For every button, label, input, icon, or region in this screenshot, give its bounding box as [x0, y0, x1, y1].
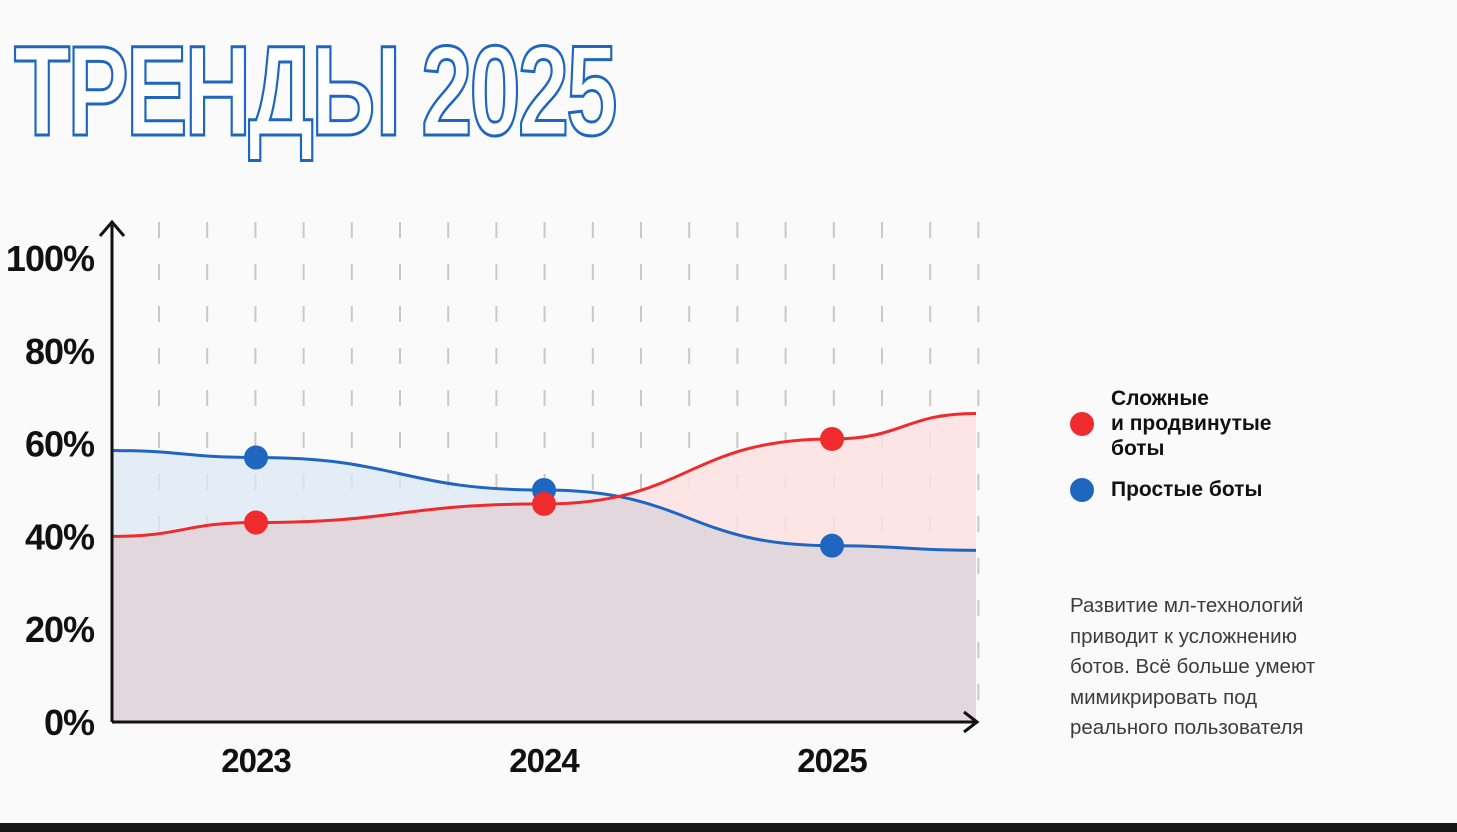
y-tick-label: 60% — [25, 424, 95, 465]
y-tick-label: 40% — [25, 516, 95, 557]
legend-marker-complex-bots — [1070, 411, 1094, 436]
legend-marker-simple-bots — [1070, 477, 1094, 502]
y-tick-label: 100% — [6, 238, 95, 279]
y-tick-label: 80% — [25, 331, 95, 372]
x-tick-label: 2025 — [797, 742, 867, 779]
x-tick-label: 2024 — [509, 742, 580, 779]
complex-bots-point — [820, 426, 844, 451]
legend-label-simple-bots: Простые боты — [1111, 478, 1263, 501]
page-title: ТРЕНДЫ 2025 — [13, 20, 619, 163]
legend-item-complex-bots: Сложные и продвинутые боты — [1070, 386, 1390, 461]
chart-legend: Сложные и продвинутые боты Простые боты — [1070, 386, 1390, 518]
x-tick-label: 2023 — [221, 742, 291, 779]
trend-chart: 100% 80% 60% 40% 20% 0% 2023 2024 2025 — [6, 219, 980, 779]
simple-bots-point — [244, 445, 268, 470]
y-tick-label: 20% — [25, 609, 95, 650]
legend-label-complex-bots: Сложные и продвинутые боты — [1111, 387, 1272, 460]
legend-item-simple-bots: Простые боты — [1070, 477, 1390, 502]
bottom-divider — [0, 823, 1457, 832]
complex-bots-point — [532, 491, 556, 516]
x-axis-arrow — [963, 710, 980, 734]
complex-bots-point — [244, 510, 268, 535]
simple-bots-point — [820, 533, 844, 558]
y-tick-label: 0% — [44, 702, 95, 743]
y-axis-arrow — [98, 219, 126, 237]
chart-caption: Развитие мл-технологий приводит к усложн… — [1070, 594, 1316, 739]
